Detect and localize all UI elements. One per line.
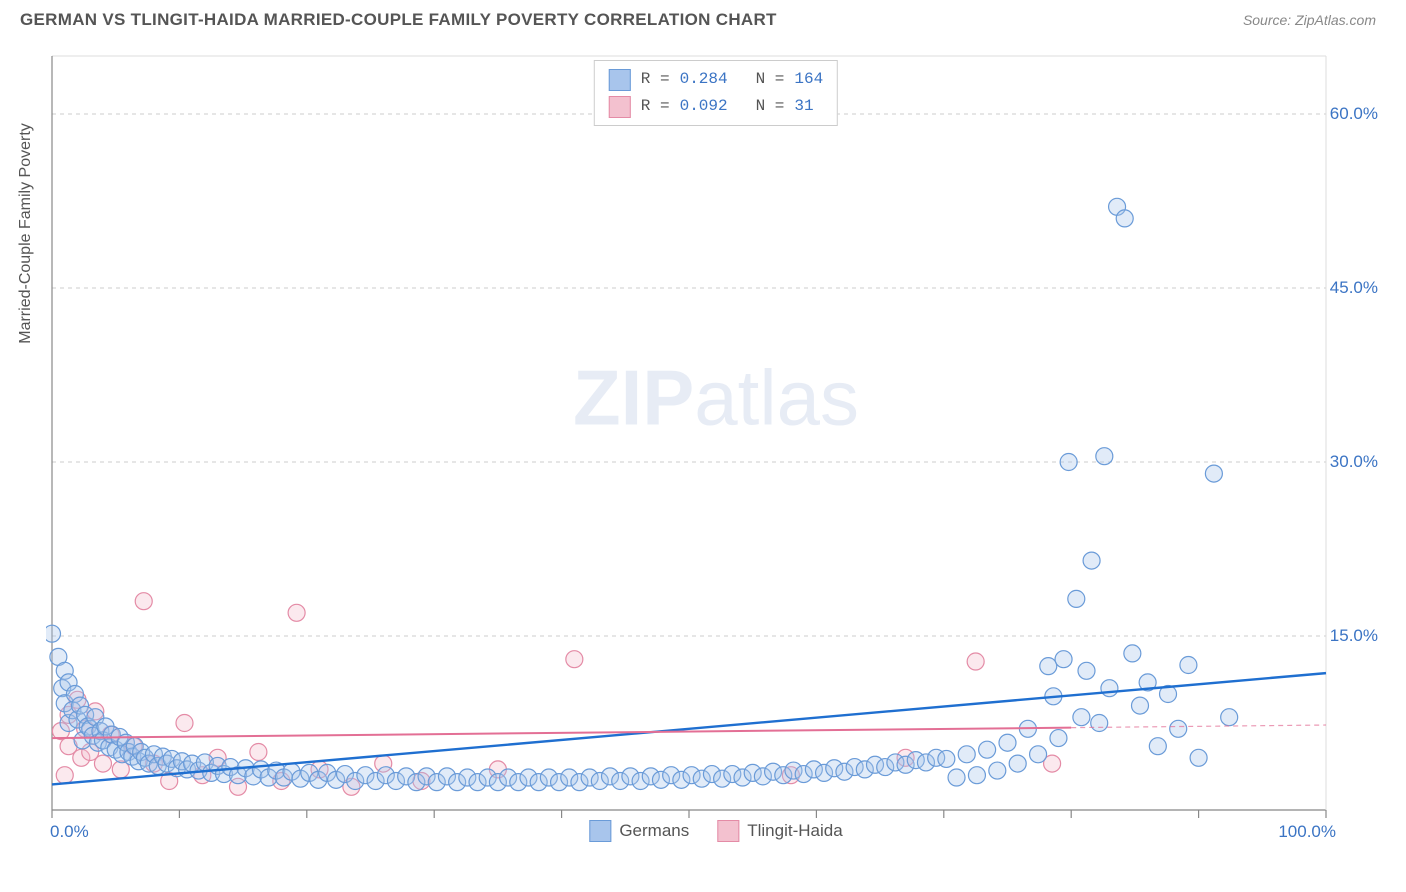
source-attribution: Source: ZipAtlas.com xyxy=(1243,12,1376,28)
legend-item-tlingit: Tlingit-Haida xyxy=(717,820,842,842)
swatch-tlingit xyxy=(717,820,739,842)
x-axis-max-label: 100.0% xyxy=(1278,822,1336,842)
scatter-plot: 15.0% 30.0% 45.0% 60.0% xyxy=(46,50,1386,840)
correlation-legend: R = 0.284 N = 164 R = 0.092 N = 31 xyxy=(594,60,838,126)
r-label: R = xyxy=(641,66,670,93)
chart-title: GERMAN VS TLINGIT-HAIDA MARRIED-COUPLE F… xyxy=(20,10,777,30)
r-label: R = xyxy=(641,93,670,120)
x-axis-min-label: 0.0% xyxy=(50,822,89,842)
legend-row-germans: R = 0.284 N = 164 xyxy=(609,66,823,93)
r-value-tlingit: 0.092 xyxy=(680,93,728,120)
svg-text:60.0%: 60.0% xyxy=(1330,104,1378,123)
chart-container: Married-Couple Family Poverty ZIPatlas 1… xyxy=(46,50,1386,840)
series-label-tlingit: Tlingit-Haida xyxy=(747,821,842,841)
legend-item-germans: Germans xyxy=(589,820,689,842)
svg-text:30.0%: 30.0% xyxy=(1330,452,1378,471)
n-value-germans: 164 xyxy=(794,66,823,93)
svg-text:45.0%: 45.0% xyxy=(1330,278,1378,297)
series-label-germans: Germans xyxy=(619,821,689,841)
n-label: N = xyxy=(756,93,785,120)
svg-text:15.0%: 15.0% xyxy=(1330,626,1378,645)
n-label: N = xyxy=(756,66,785,93)
y-axis-label: Married-Couple Family Poverty xyxy=(17,123,35,344)
swatch-germans xyxy=(589,820,611,842)
legend-row-tlingit: R = 0.092 N = 31 xyxy=(609,93,823,120)
swatch-germans xyxy=(609,69,631,91)
series-legend: Germans Tlingit-Haida xyxy=(589,820,842,842)
n-value-tlingit: 31 xyxy=(794,93,813,120)
r-value-germans: 0.284 xyxy=(680,66,728,93)
swatch-tlingit xyxy=(609,96,631,118)
